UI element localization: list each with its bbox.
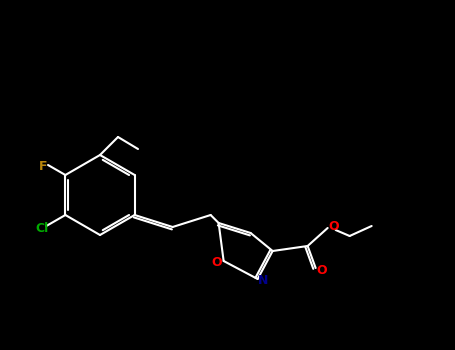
Text: Cl: Cl — [35, 223, 49, 236]
Text: F: F — [39, 160, 47, 173]
Text: O: O — [211, 256, 222, 268]
Text: N: N — [258, 274, 268, 287]
Text: O: O — [316, 264, 327, 276]
Text: O: O — [329, 219, 339, 232]
